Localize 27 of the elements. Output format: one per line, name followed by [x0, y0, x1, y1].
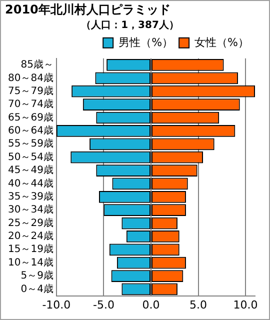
x-tick-label: 0.0: [142, 298, 160, 312]
x-tick-label: -5.0: [92, 298, 114, 312]
x-tick-label: -10.0: [42, 298, 71, 312]
chart-subtitle: （人口：1，387人）: [81, 18, 179, 31]
y-tick-label: 70～74歳: [8, 98, 54, 110]
y-tick-label: 60～64歳: [8, 124, 54, 137]
y-tick-label: 25～29歳: [8, 216, 54, 229]
legend-label: 男性（%）: [118, 36, 174, 49]
y-tick-label: 45～49歳: [8, 164, 54, 176]
y-tick-label: 30～34歳: [8, 204, 54, 216]
y-tick-label: 5～9歳: [20, 270, 54, 282]
y-tick-label: 35～39歳: [8, 190, 54, 202]
y-tick-label: 15～19歳: [8, 243, 54, 256]
y-tick-label: 80～84歳: [8, 72, 54, 84]
chart-title: 2010年北川村人口ピラミッド: [5, 2, 170, 16]
y-tick-label: 75～79歳: [8, 84, 54, 97]
y-tick-label: 40～44歳: [8, 177, 54, 190]
y-tick-label: 0～4歳: [20, 282, 54, 295]
x-tick-label: 5.0: [190, 298, 208, 312]
y-tick-label: 20～24歳: [8, 230, 54, 242]
y-tick-label: 10～14歳: [8, 256, 54, 268]
y-tick-label: 65～69歳: [8, 111, 54, 124]
y-tick-label: 55～59歳: [8, 138, 54, 150]
legend-label: 女性（%）: [194, 36, 249, 49]
x-tick-label: 10.0: [233, 298, 258, 312]
y-tick-label: 50～54歳: [8, 150, 54, 163]
y-tick-label: 85歳～: [20, 58, 54, 71]
